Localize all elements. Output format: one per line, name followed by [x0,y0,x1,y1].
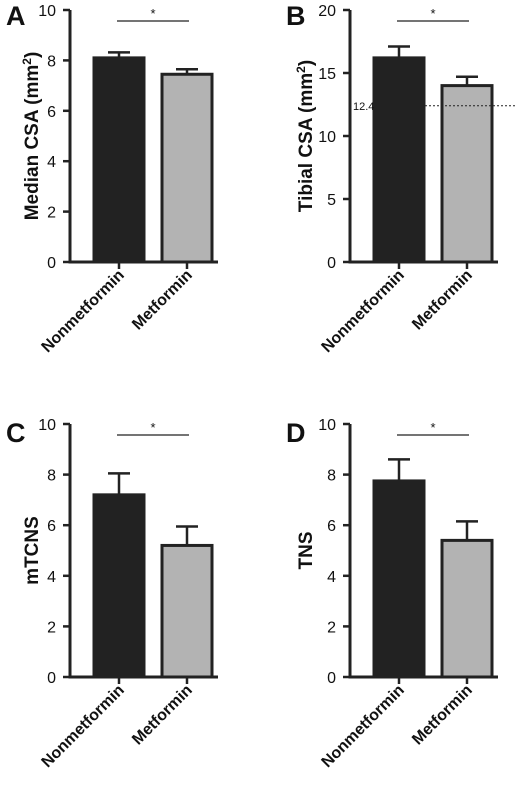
y-tick-label-a-2: 4 [47,154,56,171]
y-tick-label-c-2: 4 [47,569,56,586]
reference-line-label-b: 12.4 [353,101,374,113]
significance-marker-b: * [430,6,435,21]
y-axis-title-text: Tibial CSA (mm [296,73,317,212]
significance-marker-c: * [150,420,155,435]
significance-marker-d: * [430,420,435,435]
y-tick-label-c-1: 2 [47,619,56,636]
y-tick-label-d-0: 0 [327,670,336,687]
y-axis-title-text: Median CSA (mm [22,65,43,221]
y-axis-title-superscript: 2 [294,66,308,73]
panel-a: A Median CSA (mm2) 0 2 4 6 8 10 Nonmetformin Metf… [6,1,218,356]
y-axis-title-superscript: 2 [20,58,34,65]
y-tick-label-b-3: 15 [318,66,336,83]
y-tick-label-c-0: 0 [47,670,56,687]
y-axis-title-b: Tibial CSA (mm2) [294,60,317,212]
y-axis-title-d: TNS [296,532,317,570]
y-tick-label-b-0: 0 [327,255,336,272]
y-tick-label-a-0: 0 [47,255,56,272]
y-tick-label-c-4: 8 [47,468,56,485]
y-axis-title-text: TNS [296,532,317,570]
panel-letter-c: C [6,418,26,448]
y-tick-label-b-2: 10 [318,129,336,146]
bar-c-1 [160,543,214,679]
category-label-c-0: Nonmetformin [39,682,128,771]
y-tick-label-d-3: 6 [327,518,336,535]
bar-b-0 [372,56,426,264]
bar-a-0 [92,56,146,264]
panel-letter-b: B [286,1,306,31]
category-label-b-1: Metformin [409,267,476,334]
bar-b-1 [440,84,494,264]
category-label-b-0: Nonmetformin [319,267,408,356]
y-tick-label-c-5: 10 [38,417,56,434]
panel-d: D TNS 0 2 4 6 8 10 Nonmetformin Metformin * [286,417,498,771]
panel-b: B Tibial CSA (mm2) 12.4 0 5 10 15 20 Nonmetformi… [286,1,516,356]
y-tick-label-a-3: 6 [47,104,56,121]
significance-marker-a: * [150,6,155,21]
bar-c-0 [92,493,146,679]
y-tick-label-c-3: 6 [47,518,56,535]
category-label-d-0: Nonmetformin [319,682,408,771]
bar-d-0 [372,479,426,679]
y-axis-title-text: mTCNS [22,516,43,585]
y-axis-title-tail: ) [22,52,43,58]
category-label-a-0: Nonmetformin [39,267,128,356]
panel-letter-a: A [6,1,26,31]
bar-a-1 [160,72,214,264]
y-tick-label-d-2: 4 [327,569,336,586]
category-label-a-1: Metformin [129,267,196,334]
panel-letter-d: D [286,418,306,448]
y-axis-title-tail: ) [296,60,317,66]
bar-d-1 [440,538,494,679]
y-tick-label-a-1: 2 [47,205,56,222]
y-tick-label-d-1: 2 [327,619,336,636]
y-tick-label-d-5: 10 [318,417,336,434]
y-tick-label-b-4: 20 [318,3,336,20]
y-axis-title-c: mTCNS [22,516,43,585]
y-tick-label-a-4: 8 [47,53,56,70]
category-label-d-1: Metformin [409,682,476,749]
y-tick-label-b-1: 5 [327,192,336,209]
y-tick-label-a-5: 10 [38,3,56,20]
category-label-c-1: Metformin [129,682,196,749]
y-axis-title-a: Median CSA (mm2) [20,52,43,221]
y-tick-label-d-4: 8 [327,468,336,485]
